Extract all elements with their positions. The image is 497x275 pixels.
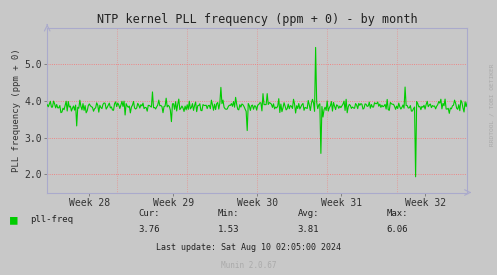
Text: 3.81: 3.81 [297,225,319,234]
Title: NTP kernel PLL frequency (ppm + 0) - by month: NTP kernel PLL frequency (ppm + 0) - by … [97,13,417,26]
Text: Max:: Max: [387,209,409,218]
Text: 3.76: 3.76 [138,225,160,234]
Text: Min:: Min: [218,209,240,218]
Text: Last update: Sat Aug 10 02:05:00 2024: Last update: Sat Aug 10 02:05:00 2024 [156,243,341,252]
Text: Avg:: Avg: [297,209,319,218]
Text: 6.06: 6.06 [387,225,409,234]
Y-axis label: PLL frequency (ppm + 0): PLL frequency (ppm + 0) [12,48,21,172]
Text: ■: ■ [10,213,17,227]
Text: Cur:: Cur: [138,209,160,218]
Text: pll-freq: pll-freq [30,216,73,224]
Text: RRDTOOL / TOBI OETIKER: RRDTOOL / TOBI OETIKER [490,63,495,146]
Text: Munin 2.0.67: Munin 2.0.67 [221,260,276,270]
Text: 1.53: 1.53 [218,225,240,234]
